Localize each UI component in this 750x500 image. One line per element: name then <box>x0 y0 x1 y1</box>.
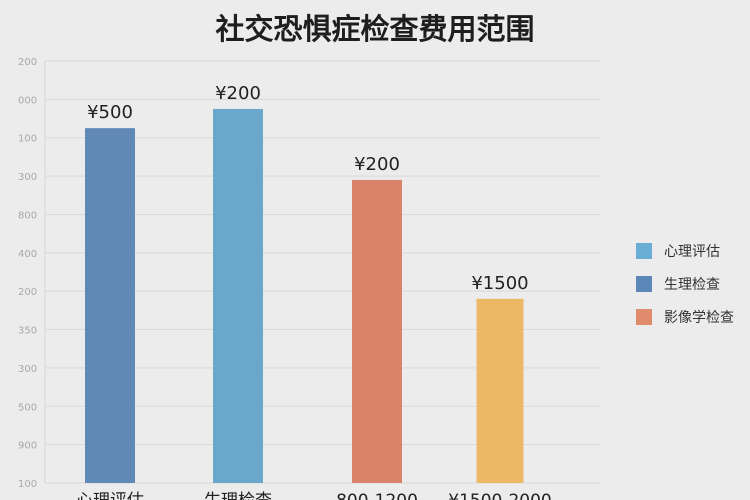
data-label: ¥200 <box>354 154 400 175</box>
y-tick-label: 900 <box>18 441 37 452</box>
legend-label: 生理检查 <box>664 276 720 293</box>
legend-swatch <box>636 275 652 292</box>
legend-item: 影像学检查 <box>636 300 734 333</box>
x-tick-label: 心理评估 <box>76 491 144 500</box>
y-tick-label: 100 <box>18 479 37 490</box>
x-tick-label: ¥1500-2000 <box>448 491 551 500</box>
bar <box>85 128 135 484</box>
x-tick-label: 800-1200 <box>336 491 418 500</box>
data-label: ¥500 <box>87 102 133 123</box>
legend: 心理评估 生理检查 影像学检查 <box>636 234 734 333</box>
y-tick-label: 200 <box>18 57 37 68</box>
bar <box>352 179 402 483</box>
y-tick-label: 400 <box>18 249 37 260</box>
bar <box>476 298 524 483</box>
data-label: ¥1500 <box>471 273 528 294</box>
legend-label: 心理评估 <box>664 243 720 260</box>
y-tick-label: 800 <box>18 210 37 221</box>
legend-label: 影像学检查 <box>664 309 734 326</box>
y-tick-label: 100 <box>18 134 37 145</box>
y-tick-label: 300 <box>18 364 37 375</box>
y-tick-label: 300 <box>18 172 37 183</box>
x-tick-label: 生理检查 <box>204 491 272 500</box>
y-tick-label: 500 <box>18 402 37 413</box>
legend-item: 生理检查 <box>636 267 734 300</box>
chart-title: 社交恐惧症检查费用范围 <box>215 12 535 46</box>
legend-item: 心理评估 <box>636 234 734 267</box>
y-tick-label: 000 <box>18 95 37 106</box>
legend-swatch <box>636 308 652 325</box>
data-label: ¥200 <box>215 83 261 104</box>
bar <box>213 108 263 484</box>
y-tick-label: 350 <box>18 326 37 337</box>
legend-swatch <box>636 242 652 259</box>
y-tick-label: 200 <box>18 287 37 298</box>
